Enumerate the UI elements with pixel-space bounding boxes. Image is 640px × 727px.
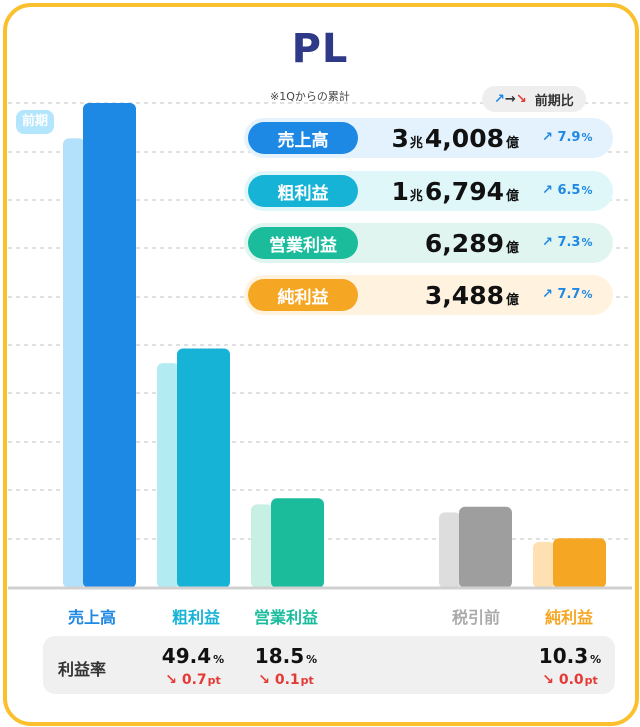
unit-main: 億 (505, 189, 519, 204)
bar-previous-sales (63, 138, 85, 588)
unit-main: 億 (505, 241, 519, 256)
summary-change: ↗ 7.9% (542, 118, 593, 158)
margin-change-net: ↘ 0.0pt (525, 672, 615, 688)
trend-down-icon: ↘ (258, 672, 270, 688)
summary-label: 売上高 (248, 122, 358, 154)
margin-value-gross: 49.4% (148, 644, 238, 668)
summary-value: 6,289 億 (425, 223, 519, 263)
category-label-sales: 売上高 (67, 608, 116, 627)
summary-row-sales: 売上高 3 兆 4,008 億 ↗ 7.9% (244, 118, 613, 158)
margin-change-unit: pt (207, 674, 221, 687)
value-main: 4,008 (424, 124, 504, 153)
change-unit: % (581, 236, 593, 249)
legend-pill: ↗ → ↘ 前期比 (482, 86, 586, 112)
chart-title: PL (291, 26, 349, 72)
margin-change-number: 0.7 (181, 672, 207, 688)
bar-previous-net-profit (533, 541, 555, 588)
trend-up-icon: ↗ (542, 130, 553, 145)
margin-change-number: 0.1 (274, 672, 300, 688)
value-main: 3,488 (424, 281, 504, 310)
change-value: 6.5 (557, 183, 581, 198)
value-main: 6,289 (424, 229, 504, 258)
bar-previous-pretax (439, 512, 461, 588)
summary-row-operating-profit: 営業利益 6,289 億 ↗ 7.3% (244, 223, 613, 263)
bar-current-net-profit (553, 538, 606, 588)
summary-label: 粗利益 (248, 175, 358, 207)
summary-change: ↗ 7.3% (542, 223, 593, 263)
summary-label: 営業利益 (248, 227, 358, 259)
change-value: 7.7 (557, 287, 581, 302)
margin-number: 18.5 (254, 644, 305, 668)
summary-row-gross-profit: 粗利益 1 兆 6,794 億 ↗ 6.5% (244, 171, 613, 211)
trend-down-icon: ↘ (515, 91, 527, 107)
summary-value: 1 兆 6,794 億 (391, 171, 519, 211)
margin-number: 49.4 (161, 644, 212, 668)
margin-value-operating: 18.5% (241, 644, 331, 668)
change-value: 7.9 (557, 130, 581, 145)
change-unit: % (581, 288, 593, 301)
bar-previous-operating-profit (251, 504, 273, 588)
margin-change-unit: pt (584, 674, 598, 687)
bar-current-pretax (459, 506, 512, 588)
margin-unit: % (306, 653, 318, 666)
summary-change: ↗ 6.5% (542, 171, 593, 211)
margin-change-operating: ↘ 0.1pt (241, 672, 331, 688)
trend-up-icon: ↗ (542, 287, 553, 302)
unit-big: 兆 (409, 189, 423, 204)
summary-value: 3,488 億 (425, 275, 519, 315)
margin-change-unit: pt (300, 674, 314, 687)
trend-down-icon: ↘ (165, 672, 177, 688)
bar-previous-gross-profit (157, 363, 179, 588)
arrow-right-icon: → (504, 91, 516, 107)
trend-up-icon: ↗ (542, 235, 553, 250)
change-value: 7.3 (557, 235, 581, 250)
category-label-gross-profit: 粗利益 (171, 608, 220, 627)
unit-big: 兆 (409, 136, 423, 151)
change-unit: % (581, 184, 593, 197)
category-label-operating-profit: 営業利益 (253, 608, 318, 627)
value-big: 1 (391, 177, 409, 206)
margin-unit: % (213, 653, 225, 666)
legend-label: 前期比 (534, 93, 574, 109)
margin-change-gross: ↘ 0.7pt (148, 672, 238, 688)
chart-subtitle: ※1Qからの累計 (270, 90, 350, 103)
category-label-pretax: 税引前 (451, 608, 500, 627)
summary-value: 3 兆 4,008 億 (391, 118, 519, 158)
margin-unit: % (590, 653, 602, 666)
margin-title: 利益率 (58, 660, 107, 679)
margin-value-net: 10.3% (525, 644, 615, 668)
change-unit: % (581, 131, 593, 144)
unit-main: 億 (505, 136, 519, 151)
summary-label: 純利益 (248, 279, 358, 311)
value-main: 6,794 (424, 177, 504, 206)
margin-panel (43, 636, 615, 694)
margin-number: 10.3 (538, 644, 589, 668)
value-big: 3 (391, 124, 409, 153)
category-label-net-profit: 純利益 (544, 608, 593, 627)
margin-change-number: 0.0 (558, 672, 584, 688)
unit-main: 億 (505, 293, 519, 308)
previous-period-tag: 前期 (16, 110, 55, 134)
summary-change: ↗ 7.7% (542, 275, 593, 315)
trend-down-icon: ↘ (542, 672, 554, 688)
bar-current-gross-profit (177, 348, 230, 588)
summary-row-net-profit: 純利益 3,488 億 ↗ 7.7% (244, 275, 613, 315)
trend-up-icon: ↗ (542, 183, 553, 198)
bar-current-sales (83, 103, 136, 588)
trend-up-icon: ↗ (494, 91, 505, 107)
bar-current-operating-profit (271, 498, 324, 588)
